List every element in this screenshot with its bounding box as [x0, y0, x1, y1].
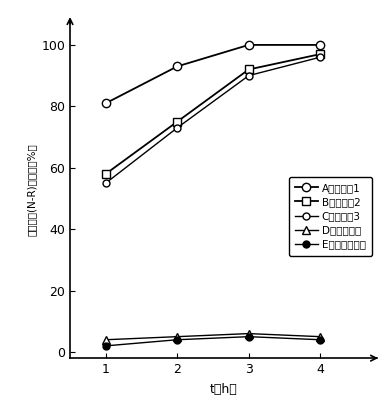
A：实验组1 [246, 42, 251, 47]
X-axis label: t（h）: t（h） [210, 383, 238, 396]
D：避光处理 [246, 331, 251, 336]
A：实验组1 [103, 101, 108, 106]
Line: B：实验组2: B：实验组2 [102, 50, 324, 178]
A：实验组1 [318, 42, 322, 47]
Legend: A：实验组1, B：实验组2, C：实验组3, D：避光处理, E：空白对照组: A：实验组1, B：实验组2, C：实验组3, D：避光处理, E：空白对照组 [289, 177, 372, 256]
E：空白对照组 [175, 337, 180, 342]
D：避光处理 [318, 334, 322, 339]
E：空白对照组 [318, 337, 322, 342]
Line: E：空白对照组: E：空白对照组 [102, 333, 324, 349]
B：实验组2 [246, 67, 251, 72]
Y-axis label: 活性橙染(N-R)降解率（%）: 活性橙染(N-R)降解率（%） [27, 143, 37, 236]
B：实验组2 [318, 52, 322, 57]
E：空白对照组 [103, 344, 108, 348]
Line: D：避光处理: D：避光处理 [102, 329, 324, 344]
D：避光处理 [175, 334, 180, 339]
C：实验组3 [246, 73, 251, 78]
E：空白对照组 [246, 334, 251, 339]
C：实验组3 [318, 55, 322, 60]
D：避光处理 [103, 337, 108, 342]
Line: C：实验组3: C：实验组3 [102, 54, 324, 186]
Line: A：实验组1: A：实验组1 [102, 41, 324, 107]
B：实验组2 [103, 171, 108, 176]
B：实验组2 [175, 119, 180, 124]
C：实验组3 [103, 181, 108, 186]
C：实验组3 [175, 125, 180, 130]
A：实验组1 [175, 64, 180, 69]
